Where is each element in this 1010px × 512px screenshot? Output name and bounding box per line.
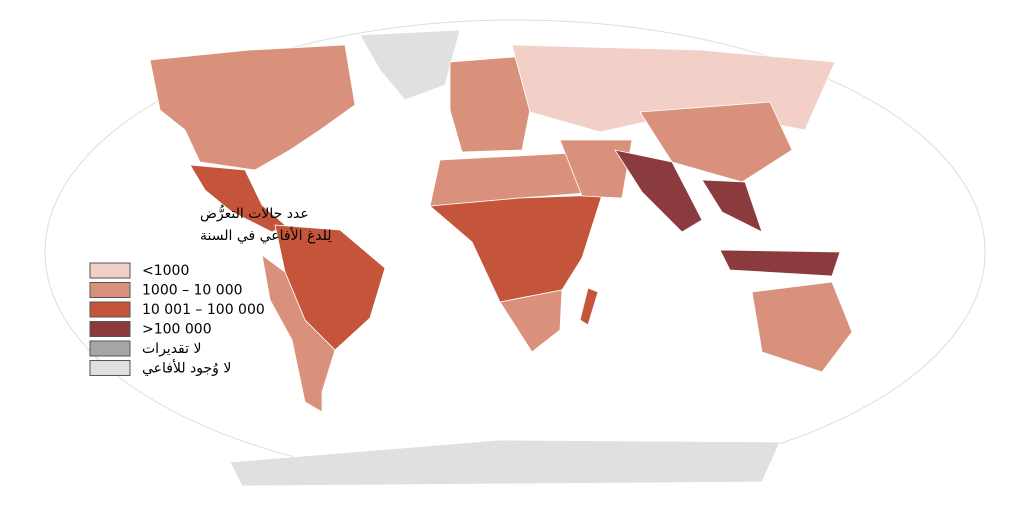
legend-title: عدد حالات التعرُّض <box>200 205 309 222</box>
middle-east <box>559 139 633 199</box>
indonesia <box>719 249 841 277</box>
legend-label: <1000 <box>142 263 189 279</box>
southern-africa <box>499 289 563 353</box>
legend: <1000 1000 – 10 000 10 001 – 100 000 >100 0… <box>89 262 265 377</box>
sub-saharan-africa <box>429 194 603 303</box>
legend-swatch <box>89 321 131 337</box>
legend-swatch <box>89 360 131 376</box>
legend-label: 10 001 – 100 000 <box>142 302 265 318</box>
greenland <box>359 29 461 101</box>
legend-swatch <box>89 262 131 279</box>
australia <box>751 281 853 373</box>
madagascar <box>579 287 599 326</box>
legend-label: >100 000 <box>142 322 212 338</box>
antarctica <box>229 439 781 487</box>
legend-title: لِلدغ الأفاعي في السنة <box>200 226 332 244</box>
south-asia <box>614 149 703 233</box>
legend-label: لا تقديرات <box>142 341 201 357</box>
south-cone <box>261 254 336 413</box>
north-america <box>149 44 356 171</box>
southeast-asia <box>701 179 763 233</box>
legend-swatch <box>89 282 131 298</box>
legend-swatch <box>89 301 131 318</box>
legend-swatch <box>89 340 131 357</box>
legend-label: 1000 – 10 000 <box>142 283 243 299</box>
legend-label: لا وُجود للأفاعي <box>142 359 231 377</box>
china <box>639 101 793 183</box>
